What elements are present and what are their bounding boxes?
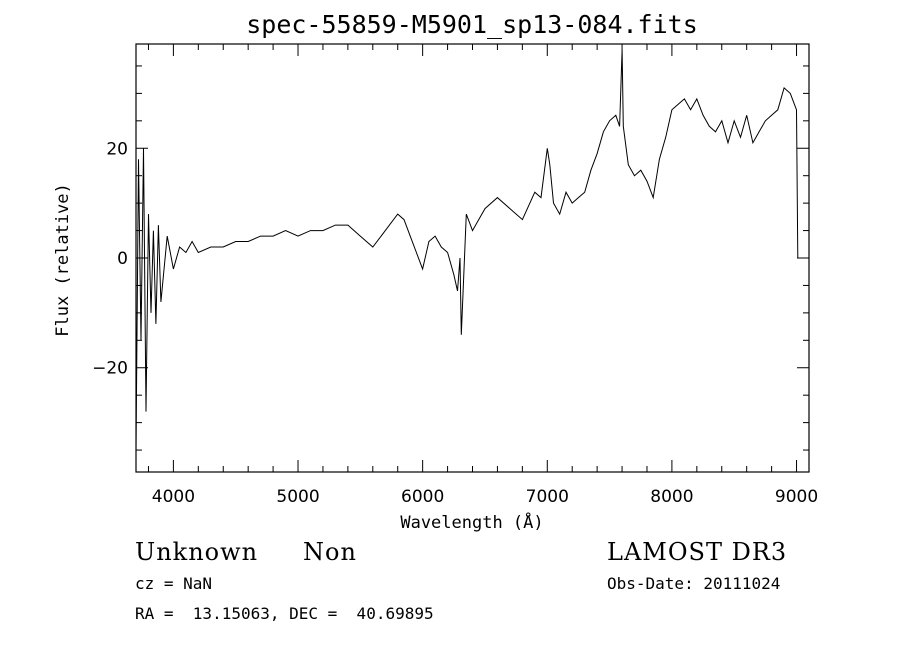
coordinates: RA = 13.15063, DEC = 40.69895: [135, 604, 434, 623]
redshift-cz: cz = NaN: [135, 574, 213, 593]
object-subclass: Non: [303, 538, 357, 566]
x-axis-label: Wavelength (Å): [400, 511, 543, 533]
x-tick-label: 7000: [526, 487, 569, 507]
chart-title: spec-55859-M5901_sp13-084.fits: [246, 10, 698, 39]
x-tick-label: 4000: [152, 487, 195, 507]
x-tick-label: 8000: [650, 487, 693, 507]
x-tick-label: 9000: [775, 487, 818, 507]
y-axis-label: Flux (relative): [53, 183, 73, 337]
x-tick-label: 6000: [401, 487, 444, 507]
object-type: Unknown: [135, 538, 259, 566]
y-tick-labels: −20 0 20: [92, 139, 128, 378]
x-tick-labels: 4000 5000 6000 7000 8000 9000: [152, 487, 818, 507]
axis-ticks: [136, 44, 809, 472]
plot-frame: [135, 43, 810, 473]
x-tick-label: 5000: [276, 487, 319, 507]
y-tick-label: 0: [117, 249, 128, 269]
y-tick-label: 20: [106, 139, 128, 159]
obs-date: Obs-Date: 20111024: [607, 574, 781, 593]
survey-name: LAMOST DR3: [607, 538, 788, 566]
spectrum-line: [135, 49, 799, 451]
y-tick-label: −20: [92, 359, 128, 379]
